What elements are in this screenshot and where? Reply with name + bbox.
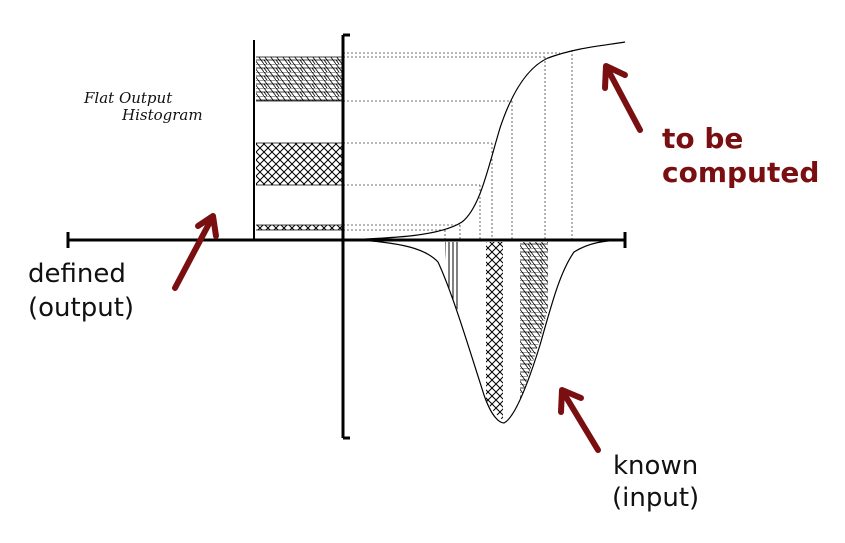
histogram-bin-3 — [256, 225, 343, 230]
input-distribution-curve — [359, 239, 621, 424]
output-histogram — [253, 40, 343, 240]
histogram-bin-2 — [256, 143, 343, 185]
arrow-known-icon — [558, 387, 601, 453]
mapping-curve — [342, 41, 626, 241]
input-band-striped — [445, 242, 460, 315]
label-defined-line1: defined — [28, 259, 126, 289]
input-histogram-bands — [445, 242, 548, 420]
histogram-title-line2: Histogram — [121, 106, 203, 124]
histogram-title-line1: Flat Output — [83, 89, 173, 107]
annotation-arrows — [172, 63, 643, 453]
input-band-crosshatch — [486, 242, 503, 420]
projection-lines — [343, 50, 573, 240]
label-known-line2: (input) — [612, 483, 699, 513]
arrow-defined-icon — [172, 213, 219, 291]
histogram-bin-1 — [256, 57, 343, 101]
label-known-line1: known — [613, 451, 698, 481]
label-defined-line2: (output) — [28, 293, 134, 323]
label-computed-line1: to be — [662, 122, 743, 155]
input-band-brick — [520, 242, 548, 400]
arrow-computed-icon — [602, 63, 643, 133]
label-computed-line2: computed — [662, 156, 819, 189]
axes — [66, 33, 627, 440]
